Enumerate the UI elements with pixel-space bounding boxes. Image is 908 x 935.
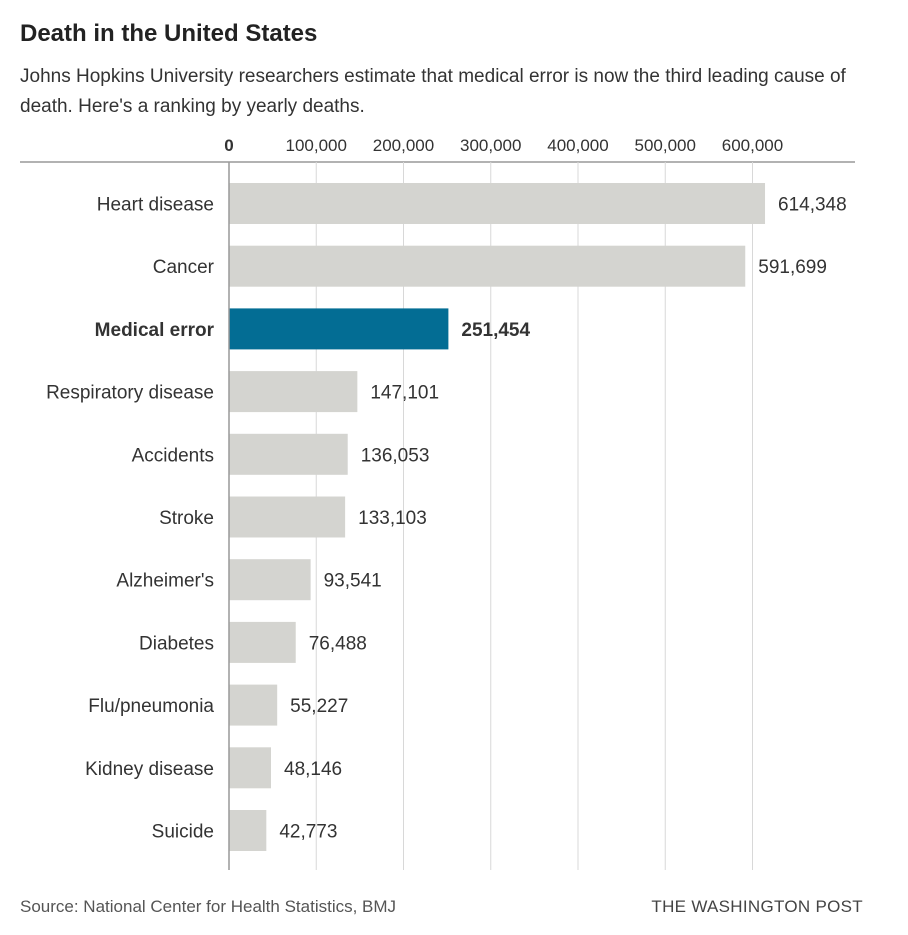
value-label: 133,103 bbox=[358, 508, 427, 529]
value-label: 591,699 bbox=[758, 257, 827, 278]
bar bbox=[229, 559, 311, 601]
category-label: Suicide bbox=[152, 822, 214, 843]
category-label: Cancer bbox=[153, 257, 215, 278]
x-tick-label: 0 bbox=[224, 136, 233, 155]
category-label: Medical error bbox=[95, 320, 215, 341]
category-label: Respiratory disease bbox=[46, 383, 214, 404]
x-tick-label: 100,000 bbox=[286, 136, 347, 155]
value-label: 251,454 bbox=[461, 320, 530, 341]
category-label: Diabetes bbox=[139, 633, 214, 654]
chart-subtitle: Johns Hopkins University researchers est… bbox=[20, 66, 846, 117]
bar bbox=[229, 684, 278, 726]
value-label: 42,773 bbox=[279, 822, 337, 843]
value-label: 48,146 bbox=[284, 759, 342, 780]
category-label: Alzheimer's bbox=[116, 571, 214, 592]
bar bbox=[229, 747, 272, 789]
chart-title: Death in the United States bbox=[20, 20, 318, 47]
bar bbox=[229, 496, 346, 538]
bar bbox=[229, 245, 746, 287]
category-label: Stroke bbox=[159, 508, 214, 529]
bar bbox=[229, 433, 348, 475]
x-tick-label: 500,000 bbox=[635, 136, 696, 155]
category-label: Flu/pneumonia bbox=[88, 696, 214, 717]
x-tick-label: 200,000 bbox=[373, 136, 434, 155]
bar bbox=[229, 308, 449, 350]
x-tick-label: 400,000 bbox=[547, 136, 608, 155]
value-label: 76,488 bbox=[309, 633, 367, 654]
value-label: 614,348 bbox=[778, 195, 847, 216]
publisher-credit: THE WASHINGTON POST bbox=[651, 897, 863, 916]
bar bbox=[229, 371, 358, 413]
category-label: Kidney disease bbox=[85, 759, 214, 780]
bar bbox=[229, 810, 267, 851]
value-label: 136,053 bbox=[361, 445, 430, 466]
x-tick-label: 300,000 bbox=[460, 136, 521, 155]
category-label: Heart disease bbox=[97, 195, 214, 216]
value-label: 147,101 bbox=[370, 383, 439, 404]
x-tick-label: 600,000 bbox=[722, 136, 783, 155]
bar bbox=[229, 621, 296, 663]
value-label: 55,227 bbox=[290, 696, 348, 717]
value-label: 93,541 bbox=[324, 571, 382, 592]
bar bbox=[229, 183, 766, 224]
category-label: Accidents bbox=[132, 445, 214, 466]
source-note: Source: National Center for Health Stati… bbox=[20, 897, 397, 916]
